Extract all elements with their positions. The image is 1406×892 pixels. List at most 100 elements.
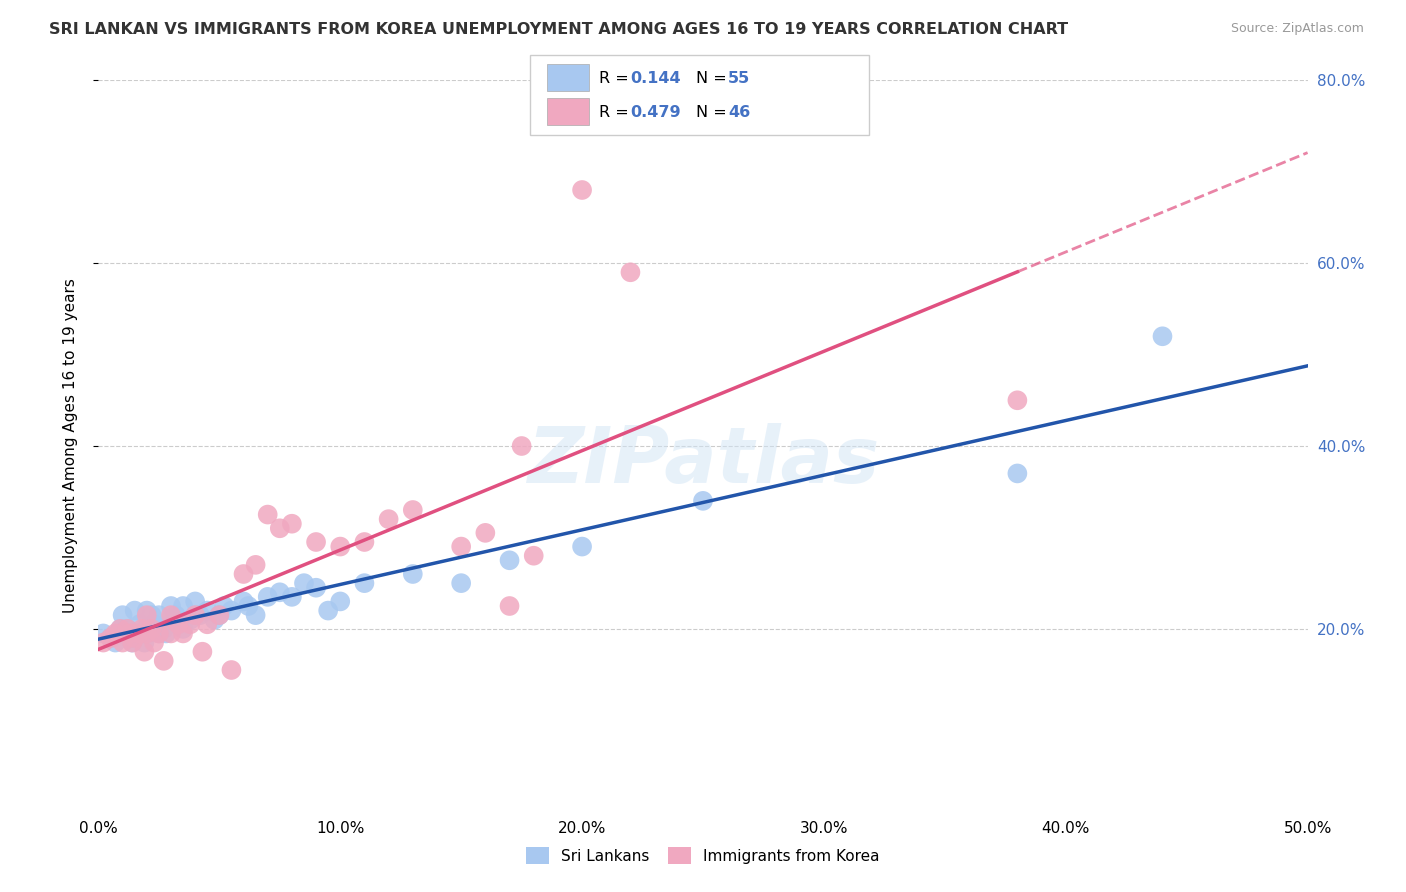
Point — [619, 265, 641, 279]
Point — [100, 631, 122, 645]
Point — [91, 626, 114, 640]
Point — [238, 599, 260, 613]
Point — [160, 613, 183, 627]
Point — [124, 626, 146, 640]
Point — [232, 594, 254, 608]
Point — [523, 549, 546, 563]
Point — [179, 617, 201, 632]
Point — [450, 540, 472, 554]
Point — [160, 608, 183, 623]
Point — [160, 599, 183, 613]
Point — [450, 576, 472, 591]
Point — [571, 540, 593, 554]
Text: ZIPatlas: ZIPatlas — [527, 423, 879, 499]
Point — [305, 535, 328, 549]
Point — [91, 635, 114, 649]
Point — [117, 622, 139, 636]
Point — [402, 503, 425, 517]
Point — [134, 635, 156, 649]
Point — [152, 654, 174, 668]
Point — [377, 512, 399, 526]
Point — [143, 617, 166, 632]
Point — [208, 608, 231, 623]
Point — [131, 622, 153, 636]
Point — [135, 608, 157, 623]
Point — [353, 576, 375, 591]
Point — [111, 608, 134, 623]
Point — [179, 613, 201, 627]
Point — [208, 608, 231, 623]
Point — [204, 613, 226, 627]
Point — [152, 622, 174, 636]
Point — [195, 603, 218, 617]
Point — [353, 535, 375, 549]
Point — [148, 608, 170, 623]
Text: R =: R = — [599, 105, 634, 120]
Point — [124, 603, 146, 617]
Point — [1152, 329, 1174, 343]
Point — [100, 631, 122, 645]
Point — [121, 635, 143, 649]
Point — [131, 626, 153, 640]
Point — [195, 617, 218, 632]
Point — [135, 626, 157, 640]
Point — [165, 608, 187, 623]
Point — [188, 608, 211, 623]
Point — [221, 663, 243, 677]
Point — [329, 540, 352, 554]
Point — [167, 617, 190, 632]
Point — [111, 626, 134, 640]
Point — [184, 594, 207, 608]
Point — [121, 635, 143, 649]
Text: SRI LANKAN VS IMMIGRANTS FROM KOREA UNEMPLOYMENT AMONG AGES 16 TO 19 YEARS CORRE: SRI LANKAN VS IMMIGRANTS FROM KOREA UNEM… — [49, 22, 1069, 37]
Point — [329, 594, 352, 608]
Point — [118, 626, 141, 640]
Point — [128, 626, 150, 640]
Legend: Sri Lankans, Immigrants from Korea: Sri Lankans, Immigrants from Korea — [520, 841, 886, 870]
Text: Source: ZipAtlas.com: Source: ZipAtlas.com — [1230, 22, 1364, 36]
Point — [1007, 467, 1029, 481]
Point — [108, 622, 131, 636]
Point — [172, 599, 194, 613]
Y-axis label: Unemployment Among Ages 16 to 19 years: Unemployment Among Ages 16 to 19 years — [63, 278, 77, 614]
Point — [571, 183, 593, 197]
Point — [108, 622, 131, 636]
Point — [256, 590, 278, 604]
Point — [245, 608, 267, 623]
Point — [148, 626, 170, 640]
Point — [135, 603, 157, 617]
Point — [128, 617, 150, 632]
Point — [498, 599, 520, 613]
Point — [135, 622, 157, 636]
Point — [692, 494, 714, 508]
Point — [232, 567, 254, 582]
Point — [498, 553, 520, 567]
Point — [184, 608, 207, 623]
Point — [316, 603, 339, 617]
Text: 0.144: 0.144 — [630, 71, 681, 86]
Point — [111, 635, 134, 649]
Text: 46: 46 — [728, 105, 751, 120]
Point — [402, 567, 425, 582]
Text: R =: R = — [599, 71, 634, 86]
Point — [281, 590, 304, 604]
Point — [143, 635, 166, 649]
Point — [256, 508, 278, 522]
Point — [269, 521, 291, 535]
Point — [117, 622, 139, 636]
Point — [134, 645, 156, 659]
Text: N =: N = — [696, 71, 733, 86]
Point — [104, 635, 127, 649]
Point — [172, 622, 194, 636]
Text: N =: N = — [696, 105, 733, 120]
Point — [281, 516, 304, 531]
Point — [292, 576, 315, 591]
Point — [269, 585, 291, 599]
Point — [221, 603, 243, 617]
Point — [141, 608, 163, 623]
Point — [474, 525, 496, 540]
Point — [212, 599, 235, 613]
Point — [155, 626, 177, 640]
Text: 55: 55 — [728, 71, 751, 86]
Point — [184, 608, 207, 623]
